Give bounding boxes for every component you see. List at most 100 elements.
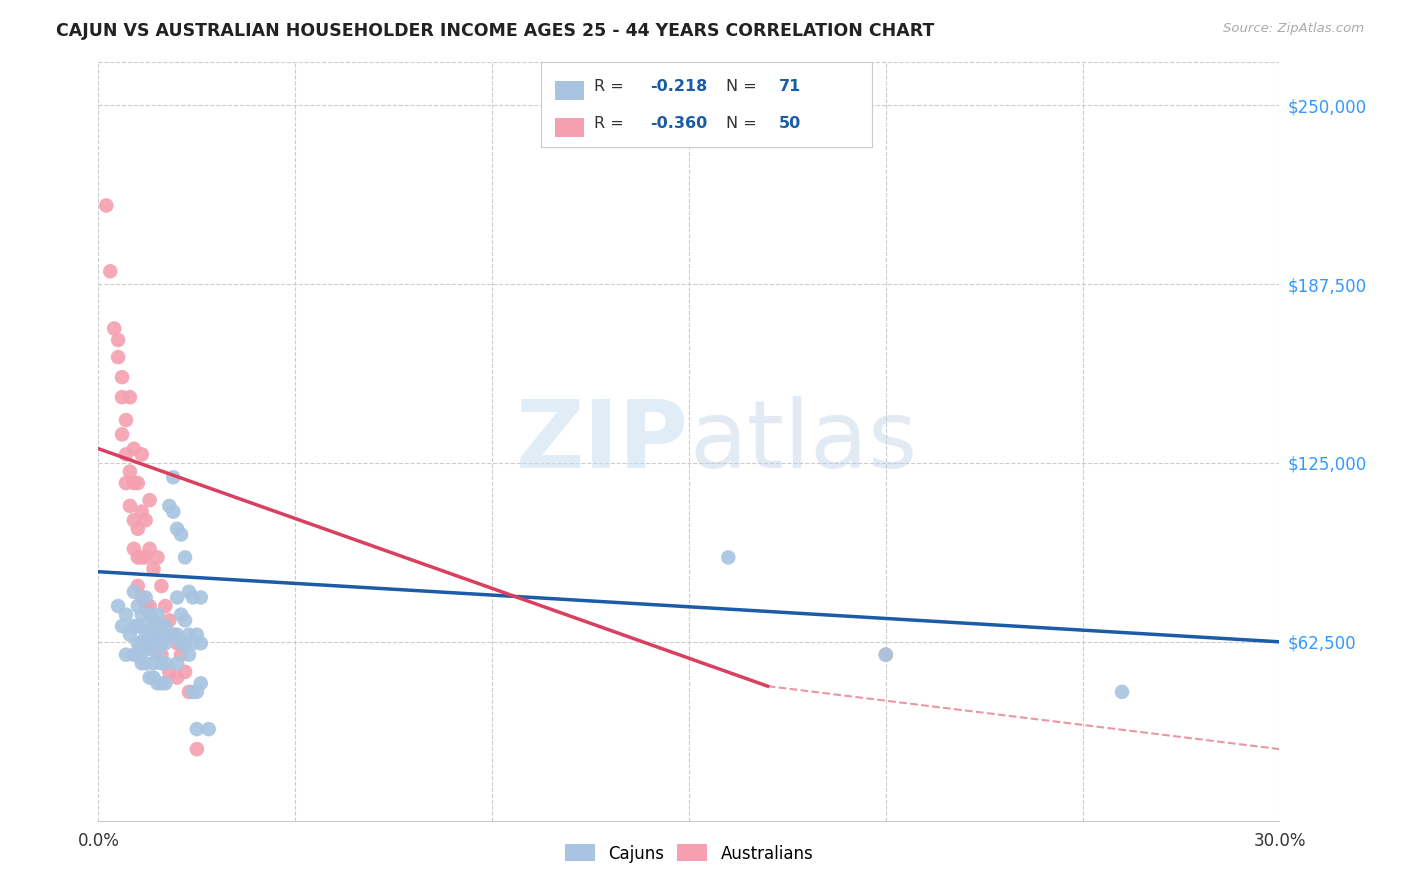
Point [135, 642, 157, 657]
Text: atlas: atlas [689, 395, 917, 488]
Point [166, 671, 188, 685]
Point [138, 607, 160, 622]
Point [138, 642, 160, 657]
Text: N =: N = [727, 78, 762, 94]
Point [174, 636, 197, 650]
Point [155, 619, 177, 633]
Point [131, 505, 153, 519]
Point [115, 648, 138, 662]
Point [177, 584, 200, 599]
Point [115, 447, 138, 461]
Point [122, 513, 145, 527]
Point [174, 550, 197, 565]
Point [122, 648, 145, 662]
Bar [554, 81, 585, 100]
Point [166, 636, 188, 650]
Point [181, 636, 204, 650]
Point [135, 657, 157, 671]
Point [146, 607, 169, 622]
Point [875, 648, 897, 662]
Text: R =: R = [595, 116, 628, 131]
Point [107, 333, 129, 347]
Point [127, 550, 149, 565]
Point [138, 628, 160, 642]
Point [131, 447, 153, 461]
Point [135, 513, 157, 527]
Point [170, 648, 193, 662]
Point [150, 579, 173, 593]
Point [717, 550, 740, 565]
Point [186, 685, 208, 699]
Point [157, 665, 180, 679]
Point [122, 541, 145, 556]
Point [146, 676, 169, 690]
Point [155, 636, 177, 650]
Point [155, 657, 177, 671]
Point [138, 671, 160, 685]
Point [150, 619, 173, 633]
Point [162, 470, 184, 484]
Point [115, 413, 138, 427]
Point [875, 648, 897, 662]
Point [111, 370, 134, 384]
Text: 50: 50 [779, 116, 801, 131]
Point [150, 676, 173, 690]
Point [150, 648, 173, 662]
Point [142, 657, 165, 671]
Point [131, 550, 153, 565]
Point [111, 390, 134, 404]
Point [177, 685, 200, 699]
Point [131, 636, 153, 650]
Point [107, 599, 129, 613]
Point [96, 198, 118, 212]
Point [122, 584, 145, 599]
Point [166, 522, 188, 536]
Point [162, 628, 184, 642]
Point [131, 657, 153, 671]
Point [111, 427, 134, 442]
Point [127, 619, 149, 633]
Point [118, 465, 141, 479]
Point [135, 599, 157, 613]
Point [122, 476, 145, 491]
Point [122, 442, 145, 456]
Point [142, 636, 165, 650]
Point [115, 476, 138, 491]
Point [135, 628, 157, 642]
Point [190, 591, 212, 605]
Point [135, 591, 157, 605]
Point [118, 390, 141, 404]
Text: Source: ZipAtlas.com: Source: ZipAtlas.com [1223, 22, 1364, 36]
Point [155, 676, 177, 690]
Point [142, 562, 165, 576]
Point [146, 628, 169, 642]
Text: N =: N = [727, 116, 762, 131]
Point [174, 665, 197, 679]
Point [170, 636, 193, 650]
Point [146, 550, 169, 565]
Point [150, 636, 173, 650]
Bar [554, 119, 585, 137]
Point [122, 619, 145, 633]
Point [127, 522, 149, 536]
Point [135, 636, 157, 650]
Point [186, 742, 208, 756]
Point [190, 676, 212, 690]
Point [181, 591, 204, 605]
Point [170, 527, 193, 541]
Point [166, 657, 188, 671]
Point [115, 607, 138, 622]
Text: R =: R = [595, 78, 628, 94]
Text: -0.360: -0.360 [651, 116, 707, 131]
Point [98, 264, 121, 278]
Point [177, 628, 200, 642]
Point [127, 636, 149, 650]
Point [118, 499, 141, 513]
Text: ZIP: ZIP [516, 395, 689, 488]
Text: -0.218: -0.218 [651, 78, 707, 94]
Point [190, 636, 212, 650]
Point [177, 648, 200, 662]
Point [166, 591, 188, 605]
Point [107, 350, 129, 364]
Point [181, 685, 204, 699]
